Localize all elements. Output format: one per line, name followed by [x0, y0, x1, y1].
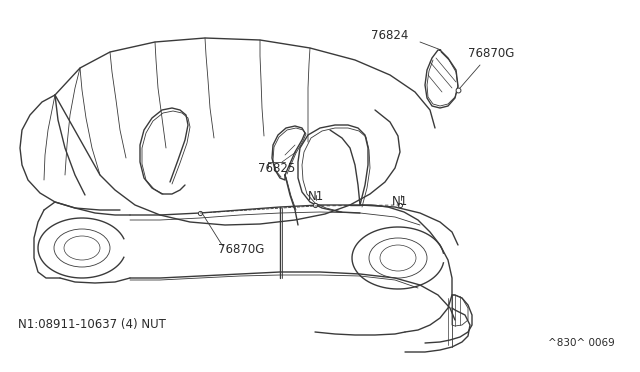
Text: ^830^ 0069: ^830^ 0069 — [548, 338, 615, 348]
Text: 76824: 76824 — [371, 29, 409, 42]
Text: 76870G: 76870G — [218, 243, 264, 256]
Text: N1: N1 — [392, 195, 408, 208]
Text: 76825: 76825 — [258, 162, 295, 175]
Text: 76870G: 76870G — [468, 47, 515, 60]
Text: N1: N1 — [308, 190, 324, 203]
Text: N1:08911-10637 (4) NUT: N1:08911-10637 (4) NUT — [18, 318, 166, 331]
